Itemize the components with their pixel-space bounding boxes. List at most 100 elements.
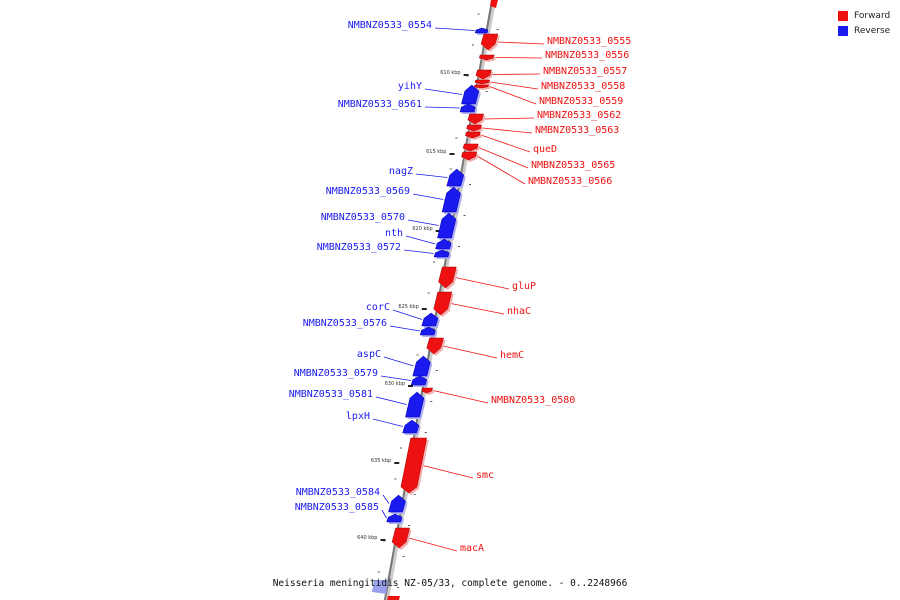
gene-arrow-NMBNZ0533_0581[interactable] — [405, 391, 425, 418]
gene-label-NMBNZ0533_0566[interactable]: NMBNZ0533_0566 — [528, 176, 612, 187]
connector-NMBNZ0533_0558 — [490, 81, 539, 90]
gene-arrow-NMBNZ0533_0562[interactable] — [467, 113, 484, 125]
gene-label-smc[interactable]: smc — [476, 470, 494, 481]
connector-lpxH — [372, 418, 403, 427]
gene-label-NMBNZ0533_0554[interactable]: NMBNZ0533_0554 — [348, 20, 432, 31]
gene-arrow-gluP[interactable] — [438, 266, 457, 289]
forward-swatch — [838, 10, 848, 21]
gene-label-NMBNZ0533_0565[interactable]: NMBNZ0533_0565 — [531, 160, 615, 171]
connector-NMBNZ0533_0579 — [380, 375, 412, 381]
gene-label-NMBNZ0533_0562[interactable]: NMBNZ0533_0562 — [537, 110, 621, 121]
gene-label-NMBNZ0533_0563[interactable]: NMBNZ0533_0563 — [535, 125, 619, 136]
connector-hemC — [443, 345, 498, 359]
gene-arrow-NMBNZ0533_0572[interactable] — [433, 249, 450, 258]
gene-arrow-NMBNZ0533_0566[interactable] — [461, 151, 478, 161]
connector-corC — [392, 309, 423, 320]
gene-label-NMBNZ0533_0561[interactable]: NMBNZ0533_0561 — [338, 99, 422, 110]
gene-arrow-corC[interactable] — [421, 312, 439, 327]
tick-label: 615 kbp — [426, 149, 446, 155]
gene-arrow-NMBNZ0533_0585[interactable] — [386, 513, 403, 523]
gene-arrow-NMBNZ0533_0580[interactable] — [421, 387, 433, 394]
gene-arrow-NMBNZ0533_0554[interactable] — [474, 27, 489, 34]
gene-arrow-nagZ[interactable] — [446, 168, 465, 187]
gene-label-NMBNZ0533_0569[interactable]: NMBNZ0533_0569 — [326, 186, 410, 197]
connector-NMBNZ0533_0561 — [424, 106, 460, 109]
gene-label-corC[interactable]: corC — [366, 302, 390, 313]
gene-label-NMBNZ0533_0557[interactable]: NMBNZ0533_0557 — [543, 66, 627, 77]
gene-arrow-NMBNZ0533_0563[interactable] — [466, 124, 482, 132]
tick-label: 620 kbp — [412, 226, 432, 232]
gene-arrow-NMBNZ0533_0584[interactable] — [388, 494, 406, 513]
reverse-swatch — [838, 25, 848, 36]
gene-arrow-lpxH[interactable] — [402, 419, 420, 434]
gene-label-NMBNZ0533_0585[interactable]: NMBNZ0533_0585 — [295, 502, 379, 513]
connector-NMBNZ0533_0581 — [375, 396, 407, 405]
connector-NMBNZ0533_0557 — [491, 73, 541, 75]
gene-labels: NMBNZ0533_0554 NMBNZ0533_0555 NMBNZ0533_05… — [289, 20, 632, 554]
connector-NMBNZ0533_0559 — [489, 86, 537, 105]
gene-label-gluP[interactable]: gluP — [512, 281, 536, 292]
gene-label-macA[interactable]: macA — [460, 543, 484, 554]
gene-arrow-NMBNZ0533_0561[interactable] — [459, 103, 476, 113]
gene-label-NMBNZ0533_0559[interactable]: NMBNZ0533_0559 — [539, 96, 623, 107]
connector-NMBNZ0533_0563 — [482, 127, 533, 134]
gene-label-nhaC[interactable]: nhaC — [507, 306, 531, 317]
gene-arrow-nhaC[interactable] — [433, 291, 453, 316]
connector-gluP — [455, 277, 510, 290]
gene-arrow-NMBNZ0533_0559[interactable] — [473, 84, 490, 89]
gene-label-NMBNZ0533_0579[interactable]: NMBNZ0533_0579 — [294, 368, 378, 379]
gene-label-nagZ[interactable]: nagZ — [389, 166, 413, 177]
connector-NMBNZ0533_0554 — [434, 27, 475, 31]
connector-aspC — [383, 356, 414, 367]
legend-label-reverse: Reverse — [854, 25, 891, 36]
connector-NMBNZ0533_0556 — [494, 57, 543, 59]
gene-arrow-NMBNZ0533_0570[interactable] — [437, 212, 457, 239]
gene-arrow-NMBNZ0533_0579[interactable] — [410, 375, 428, 386]
gene-arrow-NMBNZ0533_0555[interactable] — [480, 33, 499, 51]
gene-label-NMBNZ0533_0558[interactable]: NMBNZ0533_0558 — [541, 81, 625, 92]
gene-arrow-NMBNZ0533_0565[interactable] — [462, 143, 479, 152]
gene-arrow-NMBNZ0533_0569[interactable] — [441, 186, 461, 213]
tick-label: 640 kbp — [357, 535, 377, 541]
connector-macA — [408, 537, 458, 552]
gene-label-NMBNZ0533_0570[interactable]: NMBNZ0533_0570 — [321, 212, 405, 223]
connector-NMBNZ0533_0562 — [483, 117, 535, 120]
gene-arrow-hemC[interactable] — [426, 337, 444, 355]
gene-arrow-NMBNZ0533_0557[interactable] — [475, 69, 492, 80]
gene-label-queD[interactable]: queD — [533, 144, 557, 155]
gene-arrow-queD[interactable] — [465, 131, 481, 139]
gene-label-NMBNZ0533_0581[interactable]: NMBNZ0533_0581 — [289, 389, 373, 400]
gene-label-hemC[interactable]: hemC — [500, 350, 524, 361]
tick-label: 625 kbp — [398, 304, 418, 310]
connector-NMBNZ0533_0565 — [478, 147, 529, 169]
gene-label-NMBNZ0533_0576[interactable]: NMBNZ0533_0576 — [303, 318, 387, 329]
gene-label-yihY[interactable]: yihY — [398, 81, 422, 92]
connector-nth — [405, 235, 436, 245]
gene-label-NMBNZ0533_0584[interactable]: NMBNZ0533_0584 — [296, 487, 380, 498]
legend-label-forward: Forward — [854, 10, 891, 21]
tick-label: 635 kbp — [371, 458, 391, 464]
gene-arrow-smc[interactable] — [400, 437, 428, 494]
gene-label-NMBNZ0533_0555[interactable]: NMBNZ0533_0555 — [547, 36, 631, 47]
gene-label-lpxH[interactable]: lpxH — [346, 411, 370, 422]
gene-arrow-macA[interactable] — [391, 527, 410, 549]
connector-NMBNZ0533_0572 — [403, 249, 434, 254]
gene-arrow-NMBNZ0533_0558[interactable] — [474, 79, 491, 85]
gene-label-NMBNZ0533_0580[interactable]: NMBNZ0533_0580 — [491, 395, 575, 406]
connector-nagZ — [415, 173, 448, 178]
gene-arrow-NMBNZ0533_0556[interactable] — [478, 54, 495, 61]
gene-label-NMBNZ0533_0572[interactable]: NMBNZ0533_0572 — [317, 242, 401, 253]
gene-label-nth[interactable]: nth — [385, 228, 403, 239]
gene-arrow-nth[interactable] — [435, 238, 452, 250]
connector-NMBNZ0533_0570 — [407, 219, 439, 226]
gene-label-aspC[interactable]: aspC — [357, 349, 381, 360]
legend-item-forward: Forward — [838, 8, 890, 23]
genome-caption: Neisseria meningitidis NZ-05/33, complet… — [272, 578, 628, 589]
connector-queD — [480, 134, 531, 153]
major-ticks: 610 kbp 615 kbp 620 kbp 625 kbp 630 kbp 635 k… — [357, 70, 469, 541]
legend: Forward Reverse — [838, 8, 890, 38]
connector-NMBNZ0533_0555 — [497, 41, 545, 45]
gene-arrow-NMBNZ0533_0576[interactable] — [419, 326, 436, 336]
gene-label-NMBNZ0533_0556[interactable]: NMBNZ0533_0556 — [545, 50, 629, 61]
